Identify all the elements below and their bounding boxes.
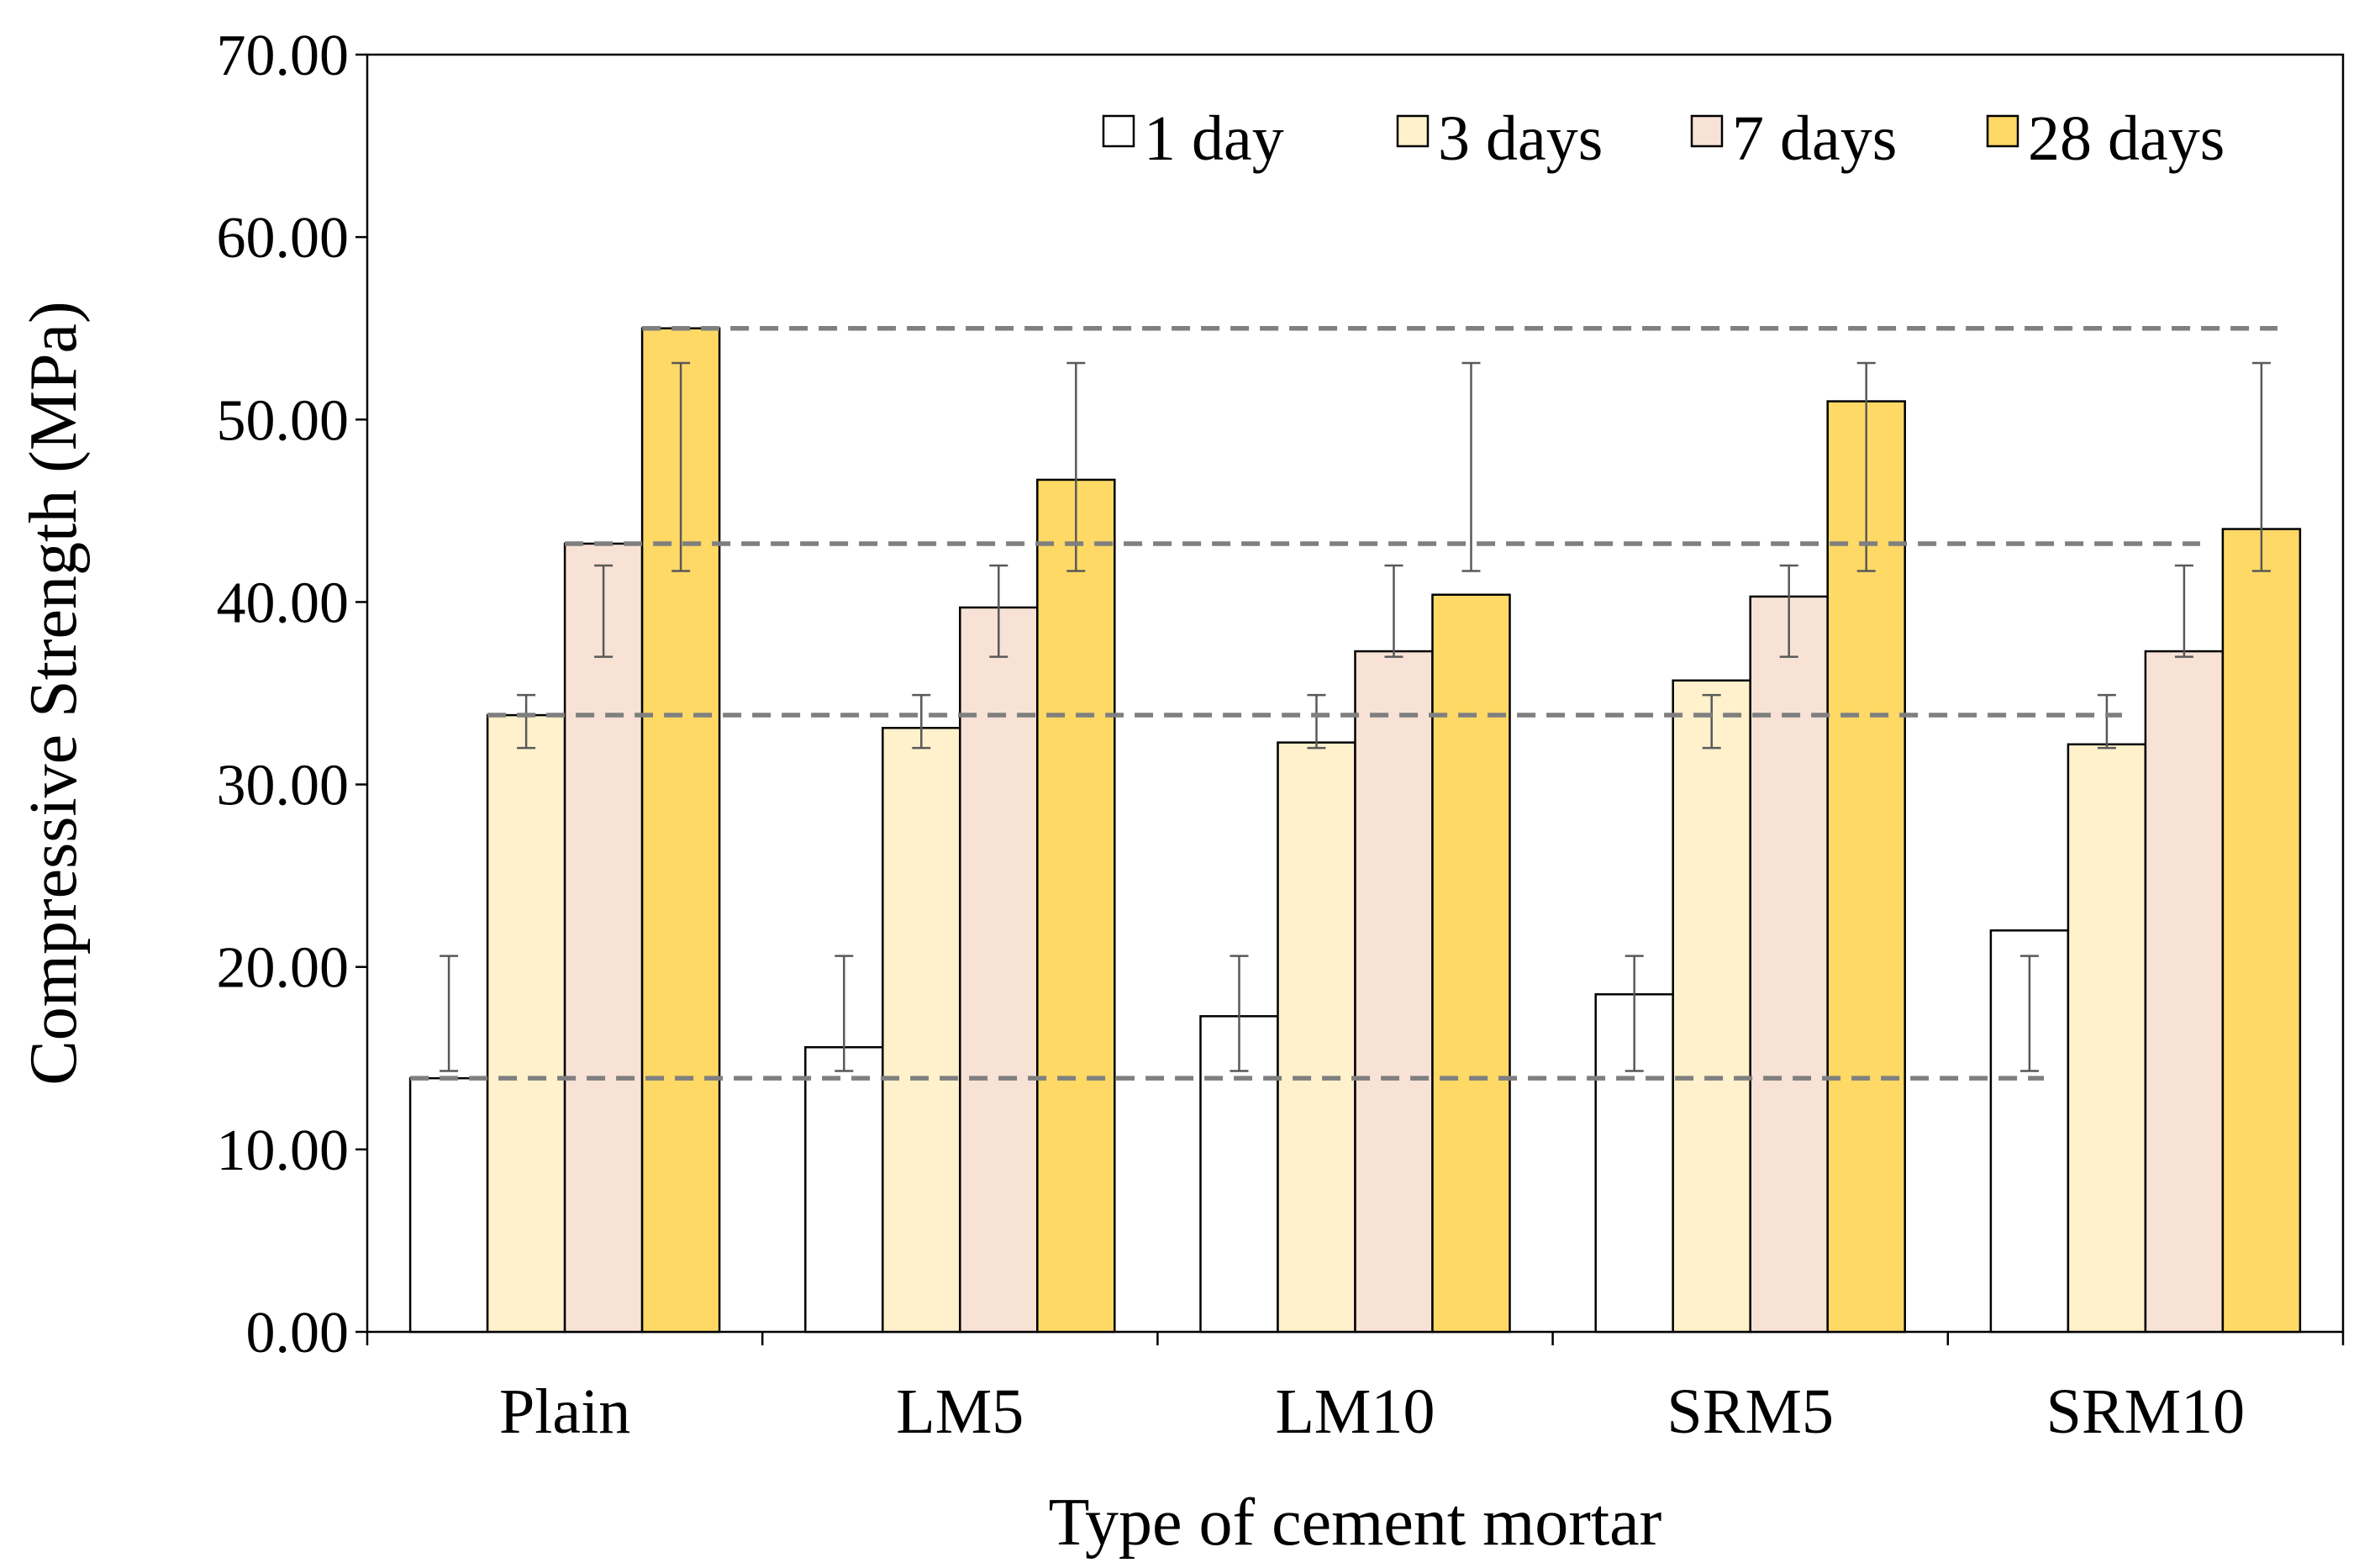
legend-swatch-28-days: [1986, 114, 2019, 148]
bar-7-days-lm10: [1354, 650, 1434, 1334]
legend-swatch-3-days: [1396, 114, 1430, 148]
legend-label: 7 days: [1732, 103, 1897, 174]
bar-7-days-srm5: [1749, 595, 1829, 1334]
bar-3-days-lm5: [882, 727, 961, 1334]
bar-7-days-srm10: [2144, 650, 2225, 1334]
y-tick-label: 60.00: [217, 206, 350, 271]
error-bar: [989, 564, 1008, 658]
error-bar: [912, 693, 931, 750]
error-bar: [2251, 361, 2271, 572]
error-bar: [671, 361, 691, 572]
error-bar: [1461, 361, 1481, 572]
bar-1-day-lm5: [804, 1046, 884, 1334]
error-bar: [1779, 564, 1798, 658]
legend-swatch-1-day: [1102, 114, 1135, 148]
bar-28-days-lm10: [1431, 593, 1511, 1334]
error-bar: [517, 693, 536, 750]
y-tick-label: 10.00: [217, 1118, 350, 1183]
category-label: LM5: [896, 1376, 1024, 1447]
y-tick-label: 20.00: [217, 936, 350, 1001]
error-bar: [1702, 693, 1721, 750]
error-bar: [1066, 361, 1086, 572]
error-bar: [440, 955, 459, 1072]
legend-label: 28 days: [2028, 103, 2225, 174]
y-axis-title: Compressive Strength (MPa): [17, 301, 91, 1085]
error-bar: [594, 564, 613, 658]
legend-label: 1 day: [1144, 103, 1284, 174]
bar-3-days-srm5: [1672, 679, 1751, 1334]
bar-3-days-plain: [486, 713, 566, 1334]
y-tick-label: 30.00: [217, 754, 350, 818]
y-tick-label: 50.00: [217, 388, 350, 453]
category-label: Plain: [499, 1376, 630, 1447]
bar-3-days-srm10: [2067, 743, 2147, 1334]
bar-28-days-srm10: [2221, 528, 2302, 1334]
error-bar: [1307, 693, 1326, 750]
bar-7-days-lm5: [959, 606, 1039, 1334]
error-bar: [1624, 955, 1644, 1072]
error-bar: [2019, 955, 2039, 1072]
error-bar: [1230, 955, 1249, 1072]
bar-1-day-plain: [408, 1076, 489, 1334]
y-tick-label: 40.00: [217, 571, 350, 635]
bar-28-days-lm5: [1036, 478, 1116, 1334]
y-tick-label: 0.00: [246, 1301, 350, 1365]
error-bar: [2097, 693, 2116, 750]
y-tick-label: 70.00: [217, 24, 350, 88]
x-axis-title: Type of cement mortar: [1049, 1486, 1662, 1560]
category-label: LM10: [1276, 1376, 1435, 1447]
category-label: SRM10: [2046, 1376, 2246, 1447]
error-bar: [835, 955, 854, 1072]
bar-3-days-lm10: [1277, 741, 1356, 1334]
error-bar: [2174, 564, 2193, 658]
legend-swatch-7-days: [1690, 114, 1724, 148]
legend-label: 3 days: [1438, 103, 1603, 174]
bar-7-days-plain: [563, 542, 644, 1334]
category-label: SRM5: [1667, 1376, 1834, 1447]
error-bar: [1856, 361, 1876, 572]
error-bar: [1384, 564, 1403, 658]
